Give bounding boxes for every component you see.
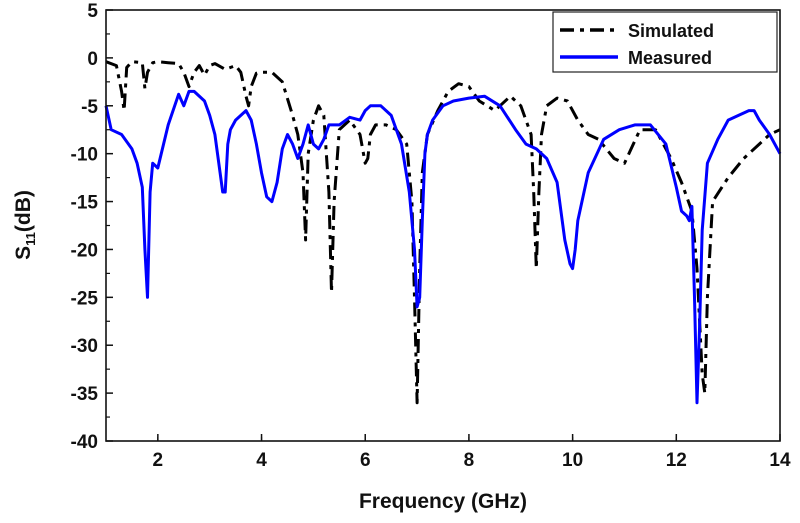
legend-box (552, 11, 778, 73)
y-axis-title-subscript: 11 (23, 232, 38, 246)
legend-label-simulated: Simulated (628, 21, 714, 41)
plot-area (104, 60, 782, 405)
y-axis-title-main: S (12, 246, 35, 260)
x-tick-label: 12 (666, 450, 687, 471)
x-tick-label: 2 (153, 450, 164, 471)
y-axis-title: S11(dB) (12, 190, 38, 260)
y-tick-label: -25 (71, 288, 99, 309)
tick-labels: 2 4 6 8 10 12 14 5 0 -5 -10 -15 -20 -25 -30 -35 -40 (71, 1, 791, 471)
legend-label-measured: Measured (628, 48, 712, 68)
x-axis-title: Frequency (GHz) (359, 490, 527, 513)
y-tick-label: -40 (71, 432, 98, 453)
x-tick-label: 6 (360, 450, 371, 471)
plot-frame (105, 9, 781, 442)
y-tick-label: 0 (87, 49, 98, 70)
y-tick-label: -20 (71, 240, 98, 261)
x-tick-label: 4 (256, 450, 267, 471)
y-tick-label: -10 (71, 145, 98, 166)
axis-ticks (106, 9, 781, 442)
y-tick-label: -15 (71, 193, 99, 214)
y-tick-label: -5 (81, 97, 98, 118)
y-axis-title-suffix: (dB) (12, 190, 35, 232)
series-line-simulated (105, 60, 781, 405)
x-tick-label: 10 (562, 450, 583, 471)
y-tick-label: 5 (87, 1, 98, 22)
legend: Simulated Measured (552, 11, 778, 73)
x-tick-label: 14 (769, 450, 791, 471)
y-tick-label: -35 (71, 384, 99, 405)
series-line-measured (104, 89, 782, 405)
y-tick-label: -30 (71, 336, 98, 357)
x-tick-label: 8 (464, 450, 475, 471)
